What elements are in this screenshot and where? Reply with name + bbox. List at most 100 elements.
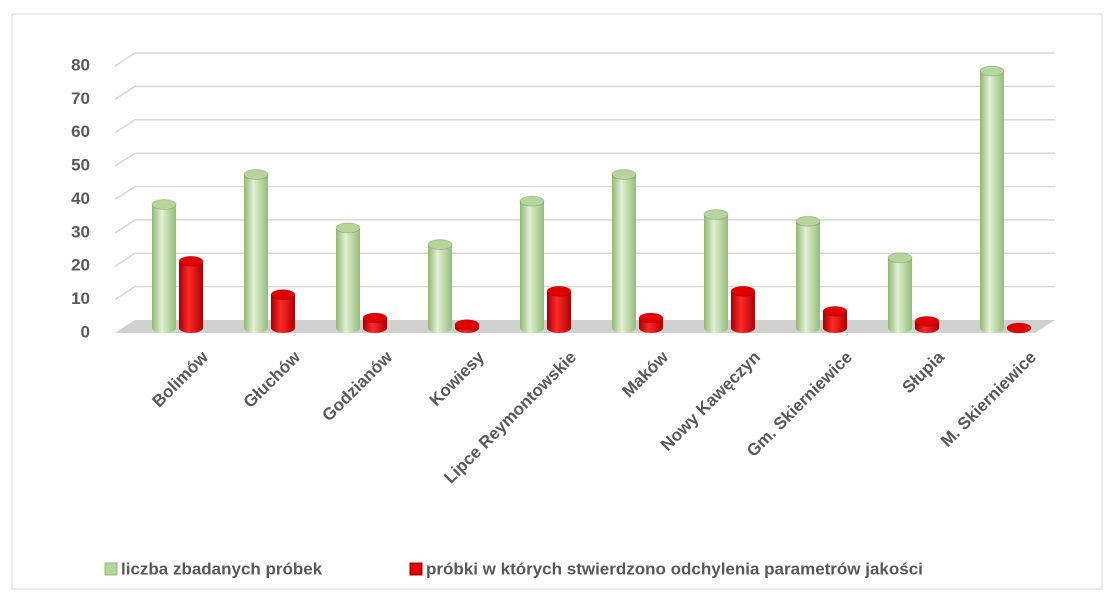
bar <box>243 168 269 333</box>
bar-body <box>363 317 387 328</box>
bar-top <box>703 209 729 221</box>
bar <box>914 315 940 333</box>
bar-base <box>520 323 544 333</box>
bar-top <box>611 168 637 180</box>
grid-line <box>114 152 1055 167</box>
bar-top <box>979 65 1005 77</box>
y-tick-label: 20 <box>71 256 90 275</box>
y-tick-label: 0 <box>81 322 90 341</box>
y-tick-label: 30 <box>71 222 90 241</box>
bar-body <box>244 174 268 328</box>
bar-base <box>796 323 820 333</box>
grid-line <box>114 52 1055 67</box>
bar-base <box>888 323 912 333</box>
bar-top <box>914 315 940 327</box>
y-tick-label: 10 <box>71 289 90 308</box>
bar-body <box>271 294 295 328</box>
y-tick-label: 80 <box>71 55 90 74</box>
bar-body <box>179 261 203 328</box>
bar-body <box>547 291 571 328</box>
bar <box>638 312 664 333</box>
bar-base <box>547 323 571 333</box>
bar <box>979 65 1005 333</box>
bar-top <box>887 252 913 264</box>
grid-line <box>114 85 1055 101</box>
legend-swatch <box>409 562 423 576</box>
grid-line <box>114 285 1055 301</box>
bar <box>611 168 637 333</box>
bar-top <box>335 222 361 234</box>
bar-base <box>428 323 452 333</box>
bar-top <box>822 305 848 317</box>
bar <box>335 222 361 333</box>
bar-body <box>428 244 452 328</box>
bar-base <box>244 323 268 333</box>
bar <box>822 305 848 333</box>
bar-top <box>638 312 664 324</box>
bar-body <box>612 174 636 328</box>
y-tick-label: 40 <box>71 189 90 208</box>
grid-line <box>114 252 1055 267</box>
bar-base <box>612 323 636 333</box>
bar-body <box>980 71 1004 328</box>
bar-body <box>639 317 663 328</box>
bar <box>454 319 480 333</box>
x-tick-label: Kowiesy <box>426 347 489 410</box>
bar <box>730 285 756 333</box>
y-tick-label: 70 <box>71 89 90 108</box>
bar-top <box>519 195 545 207</box>
grid-line <box>114 185 1055 201</box>
grid-line <box>114 219 1055 234</box>
bar <box>151 199 177 333</box>
bar <box>887 252 913 333</box>
bar-body <box>704 214 728 328</box>
bar <box>546 285 572 333</box>
bar <box>795 215 821 333</box>
chart-border <box>11 13 1103 590</box>
bar <box>519 195 545 333</box>
bar-top <box>151 199 177 211</box>
bar <box>703 209 729 333</box>
bar <box>362 312 388 333</box>
bar-base <box>731 323 755 333</box>
legend-label: liczba zbadanych próbek <box>121 559 323 578</box>
x-tick-label: Bolimów <box>148 347 212 411</box>
y-tick-label: 60 <box>71 122 90 141</box>
x-tick-label: Maków <box>618 347 672 401</box>
grid-line <box>114 119 1055 134</box>
bar-top <box>243 168 269 180</box>
bar-base <box>179 323 203 333</box>
bar-base <box>823 323 847 333</box>
bar-body <box>152 204 176 328</box>
bar-top <box>795 215 821 227</box>
legend-swatch <box>104 562 118 576</box>
bar-top <box>362 312 388 324</box>
bar-body <box>336 227 360 328</box>
bar-top <box>454 319 480 331</box>
x-tick-label: Godzianów <box>318 347 396 425</box>
bar-base <box>336 323 360 333</box>
bar <box>270 289 296 333</box>
bar <box>1006 322 1032 334</box>
bar-base <box>271 323 295 333</box>
bar-base <box>980 323 1004 333</box>
bar <box>178 255 204 333</box>
bar-base <box>152 323 176 333</box>
bar-top <box>546 285 572 297</box>
bar-top <box>178 255 204 267</box>
bar-body <box>520 201 544 328</box>
legend-label: próbki w których stwierdzono odchylenia … <box>426 559 923 578</box>
x-tick-label: Nowy Kawęczyn <box>657 348 764 455</box>
y-tick-label: 50 <box>71 156 90 175</box>
bar-top <box>1006 322 1032 334</box>
bar-base <box>704 323 728 333</box>
bar-base <box>639 323 663 333</box>
x-tick-label: Słupia <box>898 347 948 397</box>
bar-top <box>270 289 296 301</box>
bar-top <box>427 239 453 251</box>
bar-top <box>730 285 756 297</box>
bar-base <box>363 323 387 333</box>
bar-body <box>731 291 755 328</box>
bar <box>427 239 453 333</box>
